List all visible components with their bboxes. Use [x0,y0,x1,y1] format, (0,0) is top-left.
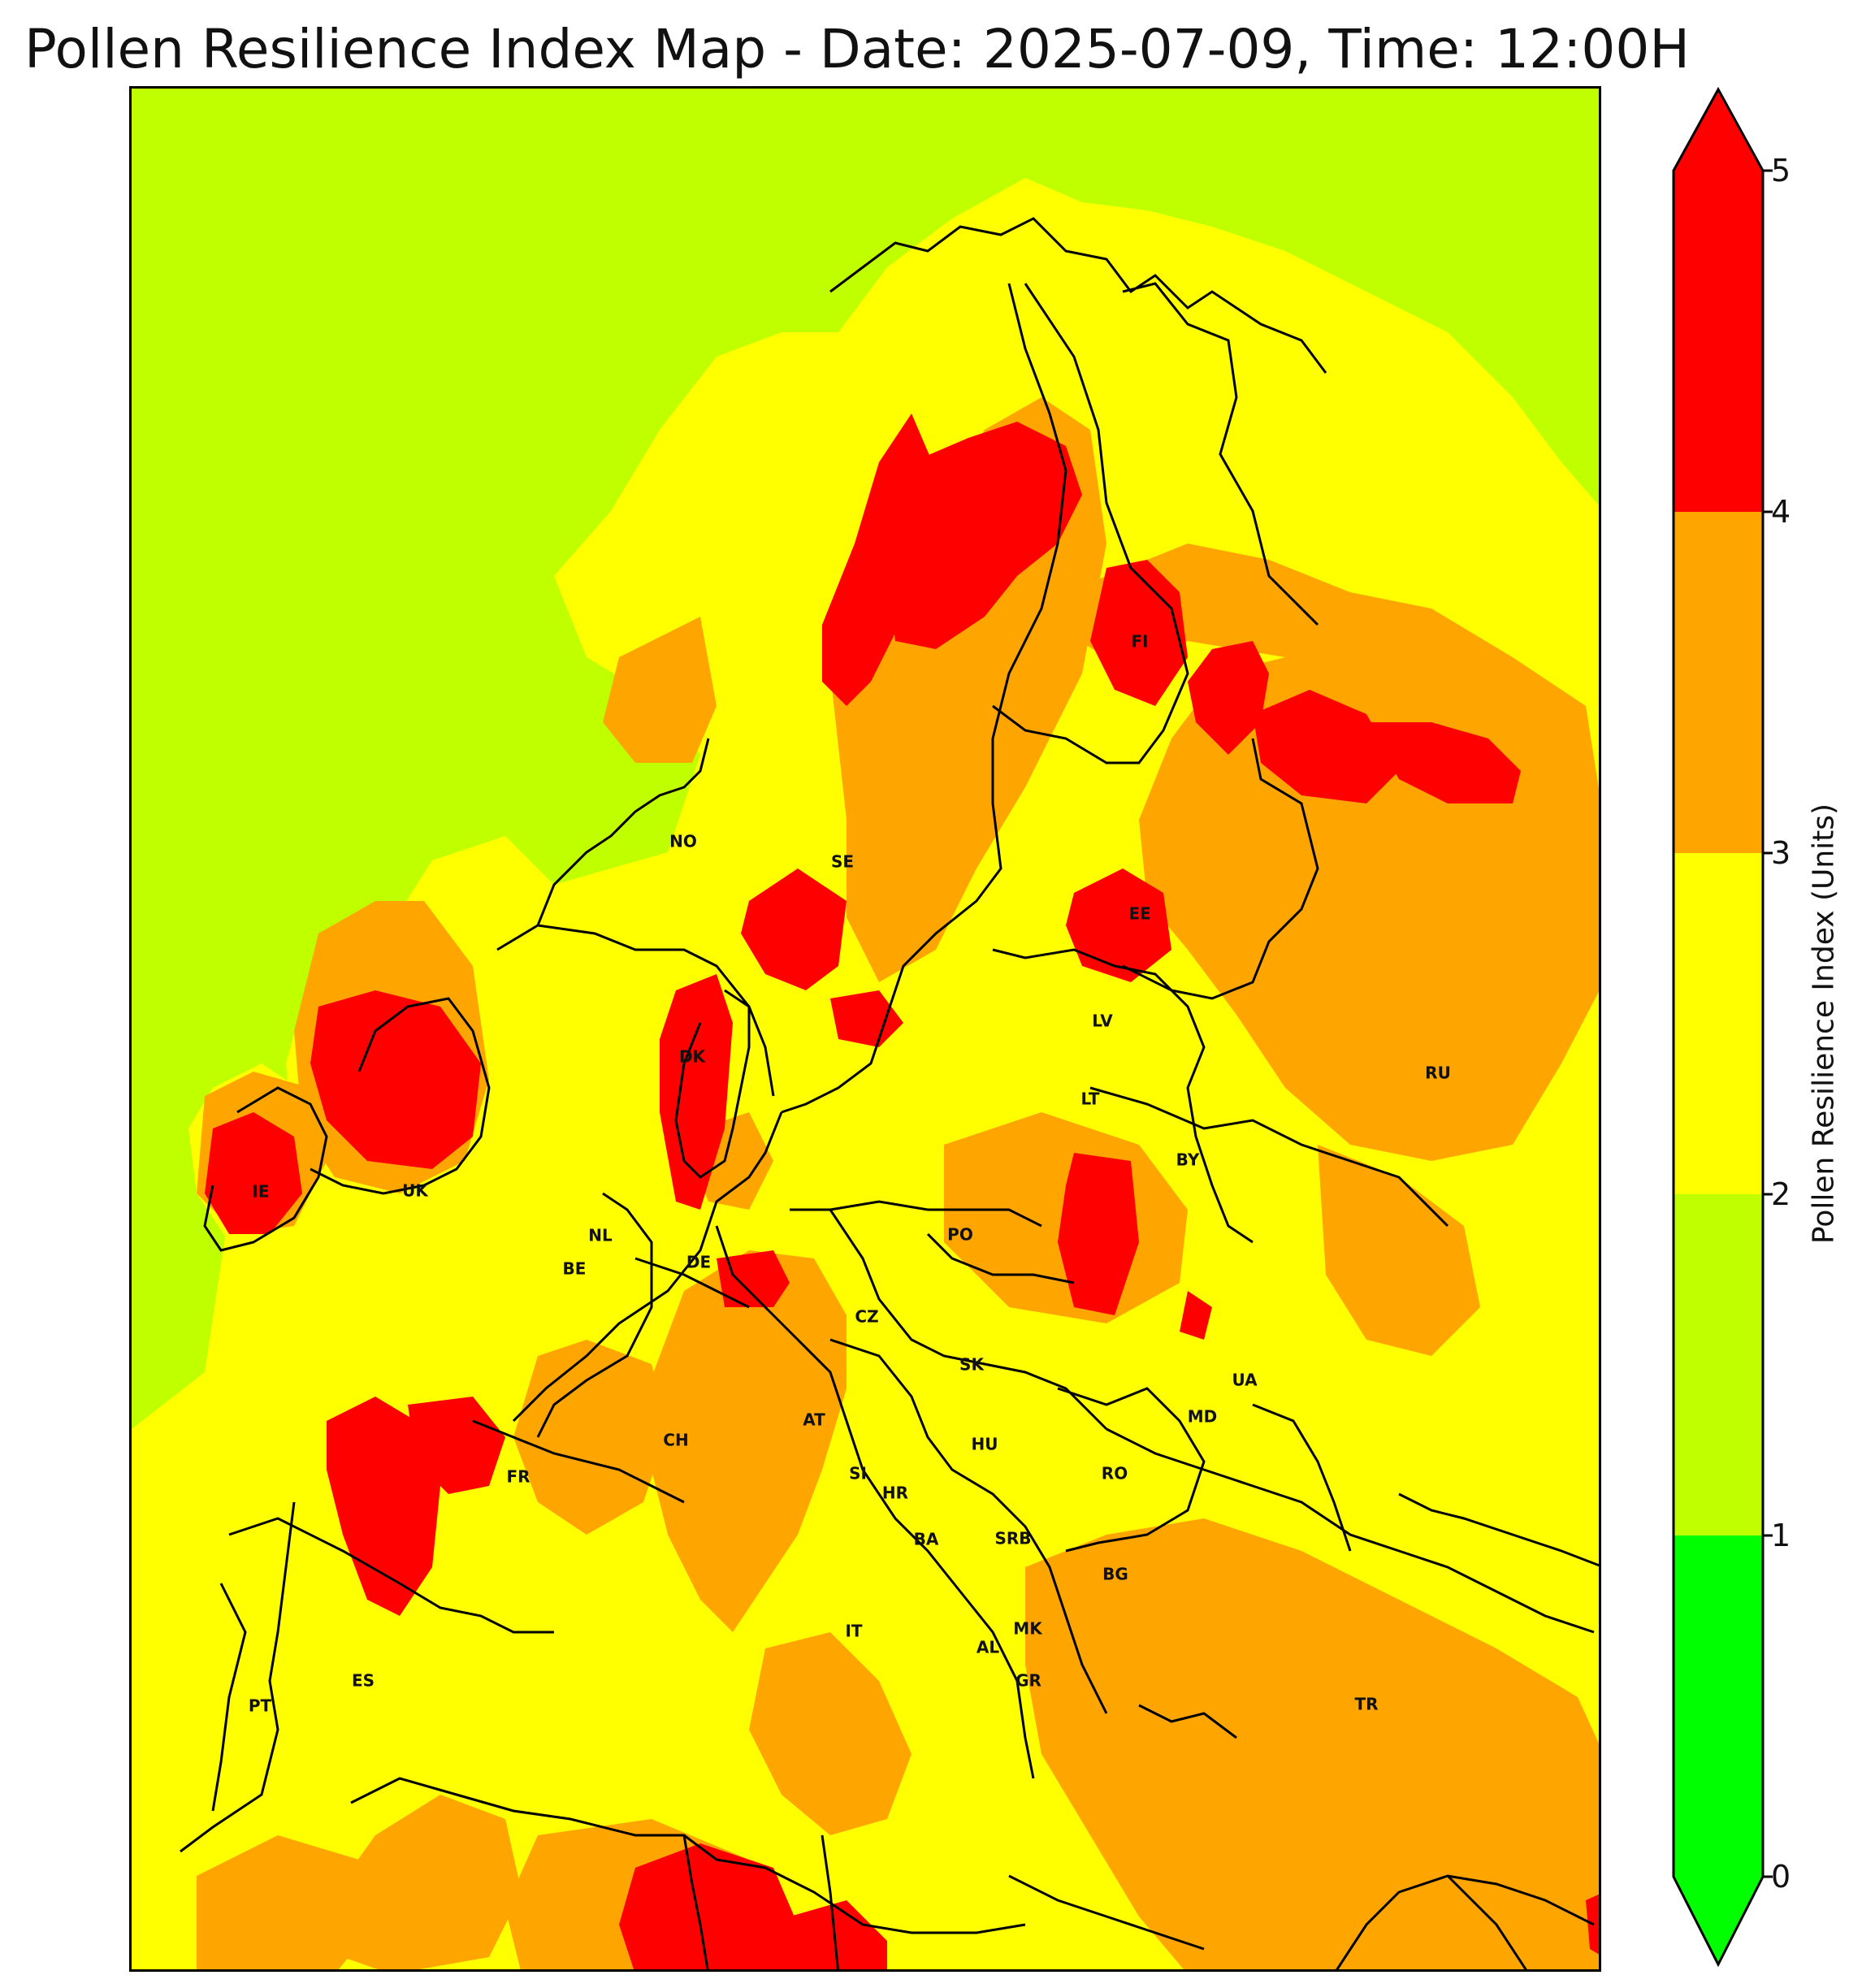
colorbar-tick-label-2: 2 [1771,1176,1791,1212]
country-borders [180,217,1599,1969]
index-band-4-5 [205,414,1599,1969]
colorbar-extend-min [1674,1877,1763,1964]
country-label-it: IT [845,1622,862,1641]
country-label-no: NO [669,832,697,851]
country-label-ch: CH [663,1431,688,1450]
country-label-lv: LV [1092,1011,1113,1031]
country-label-pt: PT [249,1696,272,1716]
colorbar-tick-label-1: 1 [1771,1518,1791,1553]
map-title: Pollen Resilience Index Map - Date: 2025… [24,18,1690,80]
colorbar-band-4 [1674,171,1763,512]
colorbar-tick-label-0: 0 [1771,1859,1791,1895]
country-label-srb: SRB [994,1529,1031,1548]
colorbar-tick-label-3: 3 [1771,835,1791,871]
country-label-bg: BG [1102,1565,1128,1584]
country-label-de: DE [686,1253,711,1272]
colorbar-band-2 [1674,853,1763,1194]
colorbar [1672,86,1773,1968]
country-label-dk: DK [679,1047,707,1067]
country-label-ru: RU [1425,1063,1451,1083]
country-label-at: AT [803,1410,825,1430]
country-label-se: SE [831,852,854,872]
colorbar-tick-label-4: 4 [1771,494,1791,530]
colorbar-tick-label-5: 5 [1771,153,1791,188]
colorbar-band-3 [1674,512,1763,853]
country-label-md: MD [1188,1407,1218,1427]
colorbar-band-0 [1674,1535,1763,1877]
country-label-be: BE [563,1259,587,1279]
country-label-gr: GR [1015,1671,1041,1691]
country-label-tr: TR [1354,1695,1378,1714]
country-label-sk: SK [959,1355,985,1375]
colorbar-extend-max [1674,89,1763,171]
country-label-by: BY [1176,1150,1200,1170]
country-label-ro: RO [1102,1464,1128,1483]
country-label-hr: HR [882,1483,908,1503]
country-label-al: AL [976,1638,999,1657]
map-area: NO SE FI EE LV LT BY RU DK IE UK NL BE DE PO CZ SK UA MD AT… [129,86,1601,1972]
country-label-es: ES [352,1671,375,1691]
country-label-fi: FI [1131,632,1148,652]
country-label-ie: IE [252,1182,269,1202]
colorbar-band-1 [1674,1194,1763,1535]
country-label-hu: HU [972,1435,998,1454]
country-label-lt: LT [1080,1089,1099,1109]
country-label-ba: BA [914,1530,939,1549]
country-label-uk: UK [402,1181,429,1201]
country-label-ua: UA [1232,1371,1258,1390]
country-label-fr: FR [506,1467,530,1487]
country-label-cz: CZ [855,1307,878,1327]
country-label-si: SI [849,1464,867,1483]
country-label-po: PO [947,1225,973,1245]
colorbar-label: Pollen Resilience Index (Units) [1807,803,1841,1245]
country-label-ee: EE [1128,904,1150,924]
country-label-nl: NL [588,1226,613,1245]
country-label-mk: MK [1013,1619,1043,1639]
